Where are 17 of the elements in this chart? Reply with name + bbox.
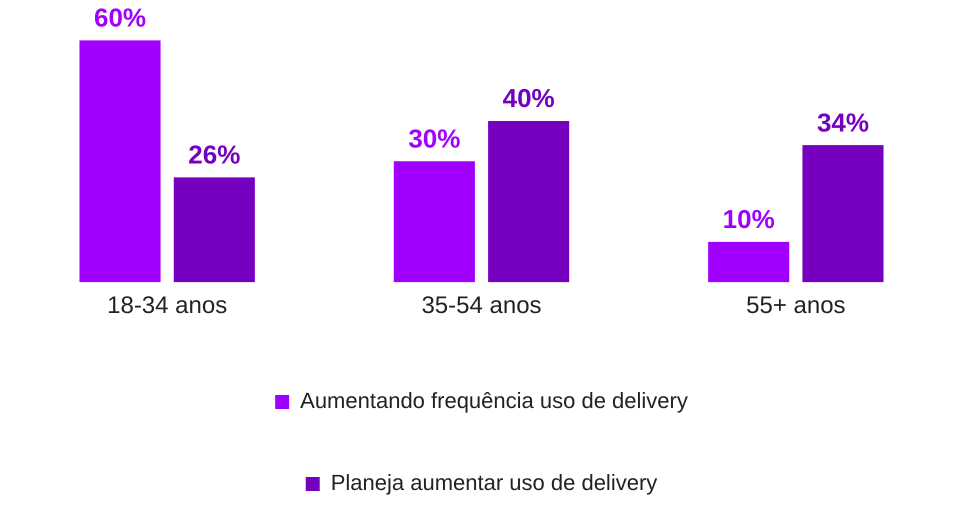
x-tick-label: 35-54 anos: [421, 292, 542, 320]
bar: [802, 145, 884, 282]
x-tick-label: 18-34 anos: [107, 292, 228, 320]
bar: [174, 177, 255, 282]
x-tick-label: 55+ anos: [746, 292, 846, 320]
bar: [708, 242, 790, 282]
data-label: 26%: [188, 140, 240, 170]
data-label: 30%: [408, 123, 460, 154]
legend-label: Planeja aumentar uso de delivery: [330, 470, 658, 496]
data-label: 60%: [94, 2, 146, 32]
data-label: 40%: [502, 83, 555, 114]
legend-label: Aumentando frequência uso de delivery: [300, 388, 688, 414]
bar: [394, 161, 475, 282]
bar: [488, 120, 570, 282]
bar: [79, 40, 161, 282]
data-label: 10%: [722, 204, 775, 234]
data-label: 34%: [816, 107, 870, 138]
